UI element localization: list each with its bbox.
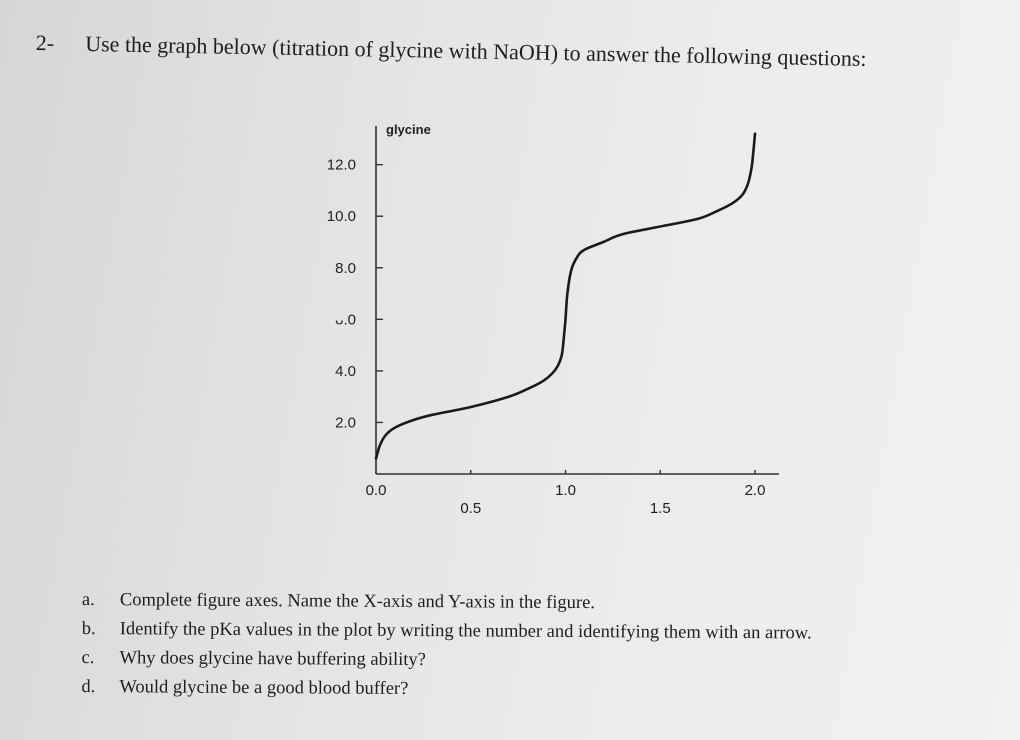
- y-tick-label: 8.0: [335, 260, 356, 277]
- item-d: d. Would glycine be a good blood buffer?: [81, 673, 811, 706]
- y-tick-label: 4.0: [335, 363, 356, 380]
- titration-curve: [374, 132, 757, 460]
- item-a: a. Complete figure axes. Name the X-axis…: [82, 586, 812, 619]
- titration-chart-svg: 2.0 4.0 ᴗ.0 8.0 10.0 12.0 0.0 0.5 1.0 1.5 2.0 glyci…: [327, 122, 779, 517]
- x-tick-label: 1.5: [650, 500, 671, 517]
- item-text: Would glycine be a good blood buffer?: [119, 677, 409, 699]
- x-tick-label: 2.0: [745, 482, 766, 499]
- item-letter: c.: [81, 647, 95, 669]
- x-tick-label: 1.0: [555, 482, 576, 499]
- y-tick-label: 10.0: [327, 208, 356, 225]
- question-text: Use the graph below (titration of glycin…: [85, 30, 867, 71]
- titration-chart: 2.0 4.0 ᴗ.0 8.0 10.0 12.0 0.0 0.5 1.0 1.5 2.0 glyci…: [300, 110, 800, 530]
- question-header: 2- Use the graph below (titration of gly…: [36, 30, 966, 74]
- y-tick-label: 2.0: [335, 414, 356, 431]
- item-c: c. Why does glycine have buffering abili…: [81, 644, 811, 677]
- item-letter: a.: [81, 589, 95, 611]
- y-tick-label: 12.0: [327, 157, 356, 174]
- series-label: glycine: [386, 122, 431, 137]
- x-tick-label: 0.0: [366, 482, 387, 499]
- item-text: Complete figure axes. Name the X-axis an…: [119, 590, 595, 614]
- x-tick-label: 0.5: [460, 500, 481, 517]
- item-text: Why does glycine have buffering ability?: [119, 648, 426, 671]
- item-letter: b.: [81, 618, 96, 640]
- item-letter: d.: [81, 676, 96, 698]
- question-number: 2-: [35, 30, 55, 56]
- item-text: Identify the pKa values in the plot by w…: [119, 619, 812, 644]
- y-tick-label: ᴗ.0: [335, 311, 356, 328]
- item-b: b. Identify the pKa values in the plot b…: [82, 615, 812, 648]
- question-items: a. Complete figure axes. Name the X-axis…: [81, 586, 812, 706]
